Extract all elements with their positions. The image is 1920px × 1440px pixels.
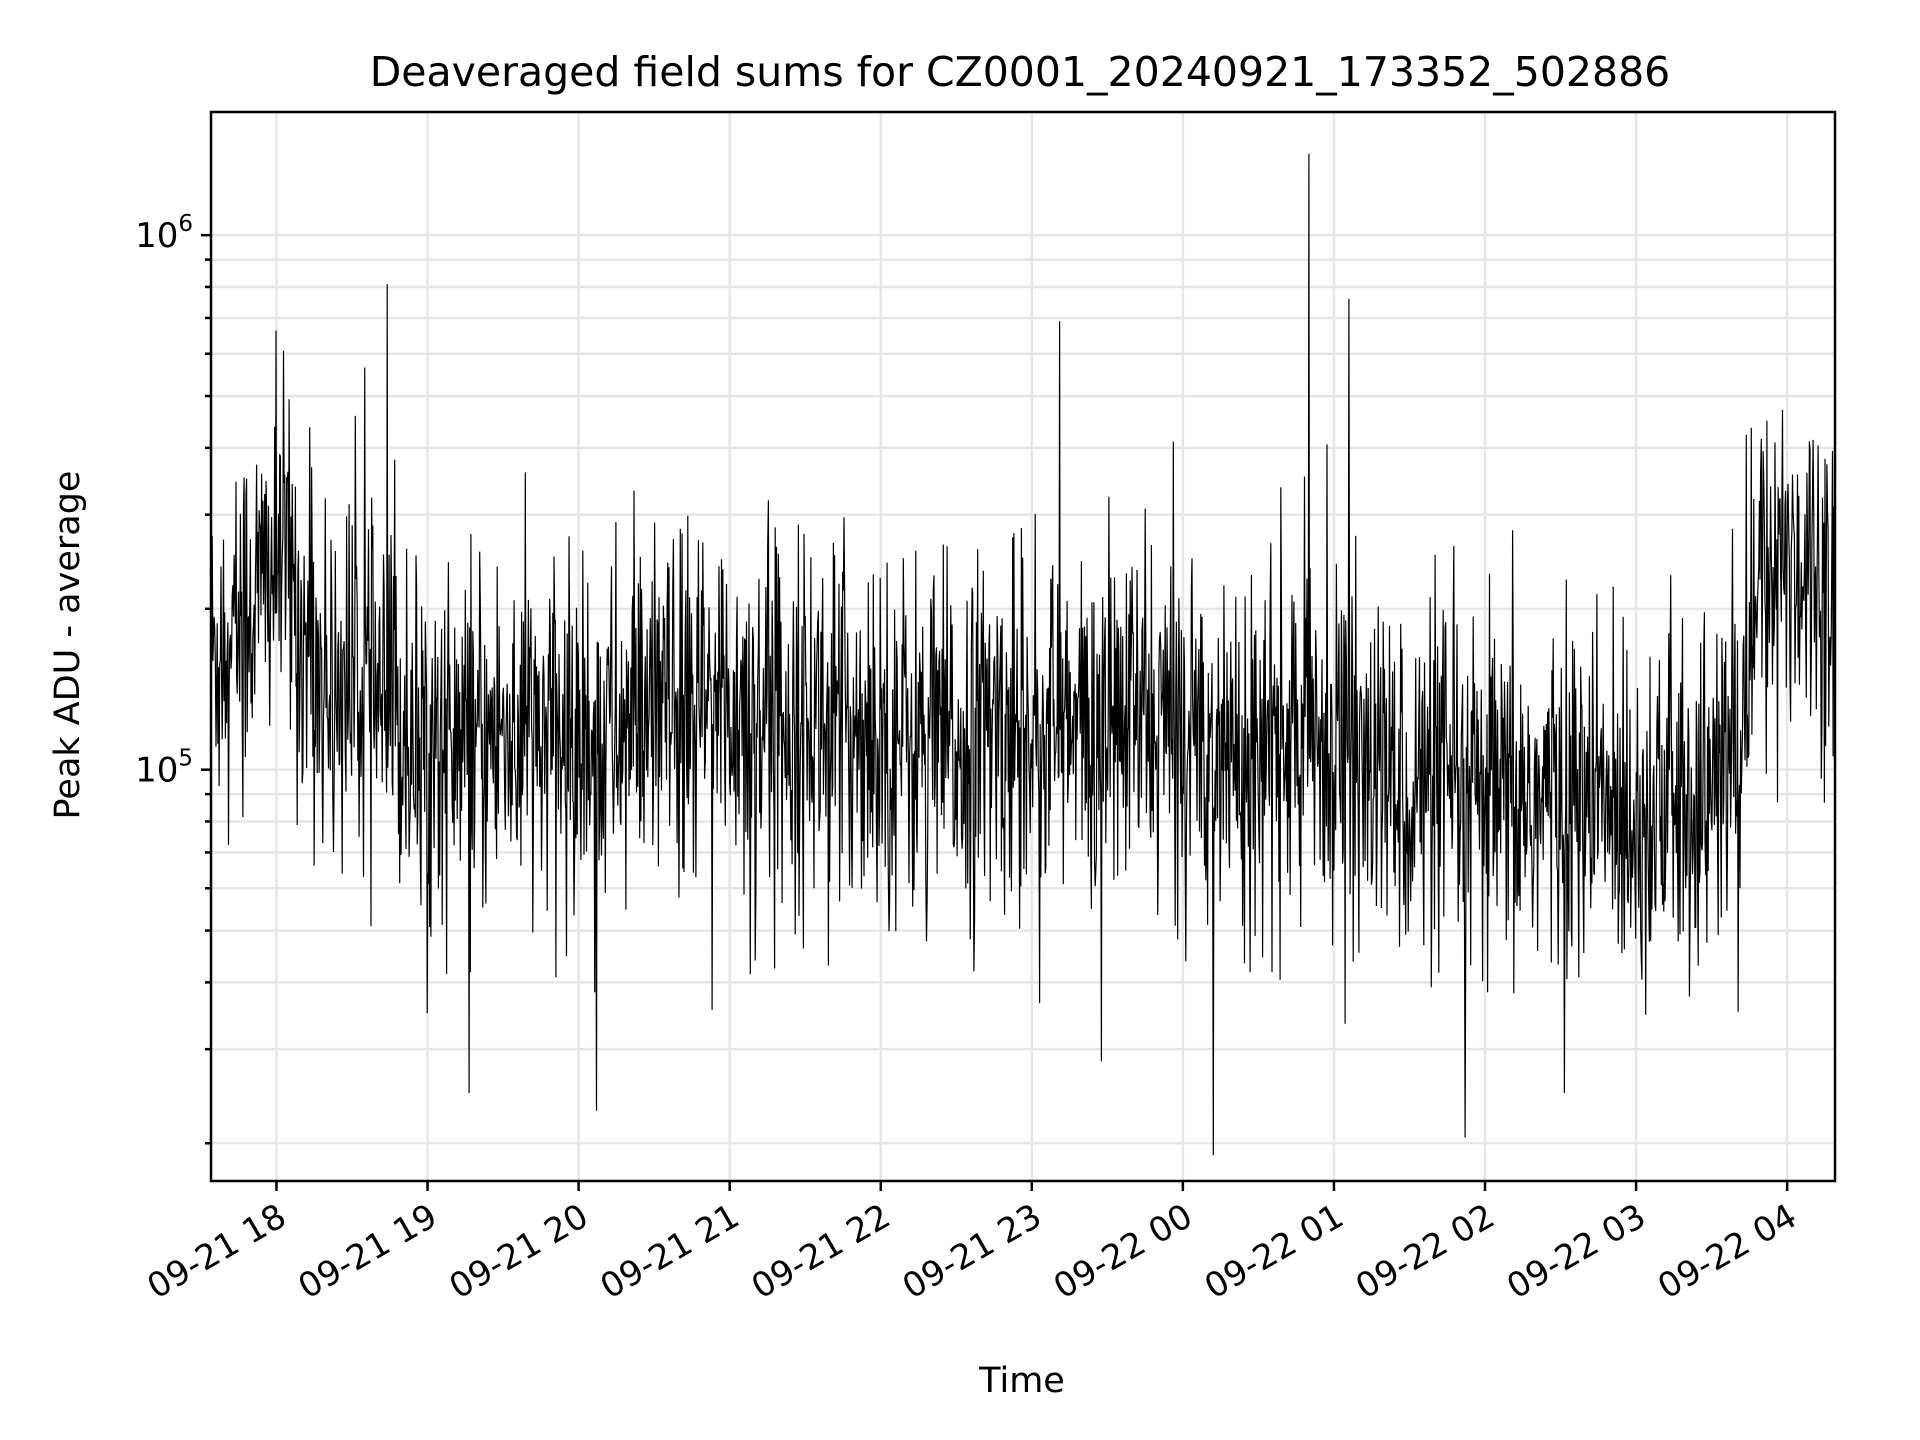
y-tick-label: 105 [135, 746, 193, 791]
y-tick-exponent: 6 [178, 211, 193, 237]
plot-frame [209, 110, 1837, 1183]
x-tick-label: 09-22 01 [1198, 1196, 1350, 1307]
y-tick-base: 10 [135, 751, 178, 791]
x-tick-label: 09-22 04 [1651, 1196, 1803, 1307]
series-line [210, 153, 1836, 1156]
y-tick-base: 10 [135, 216, 178, 256]
x-tick-label: 09-21 23 [896, 1196, 1048, 1307]
x-tick-label: 09-21 22 [745, 1196, 897, 1307]
x-tick-label: 09-21 18 [141, 1196, 293, 1307]
x-axis-label: Time [978, 1361, 1065, 1401]
x-tick-label: 09-22 00 [1047, 1196, 1199, 1307]
y-tick-label: 106 [135, 211, 193, 256]
x-tick-label: 09-21 21 [594, 1196, 746, 1307]
x-tick-label: 09-21 19 [292, 1196, 444, 1307]
chart-title: Deaveraged field sums for CZ0001_2024092… [370, 48, 1671, 96]
x-tick-label: 09-22 02 [1349, 1196, 1501, 1307]
y-axis-label: Peak ADU - average [48, 471, 88, 820]
x-tick-label: 09-22 03 [1500, 1196, 1652, 1307]
y-tick-exponent: 5 [178, 746, 193, 772]
plot-area [210, 153, 1836, 1156]
x-tick-label: 09-21 20 [443, 1196, 595, 1307]
grid [211, 112, 1835, 1181]
